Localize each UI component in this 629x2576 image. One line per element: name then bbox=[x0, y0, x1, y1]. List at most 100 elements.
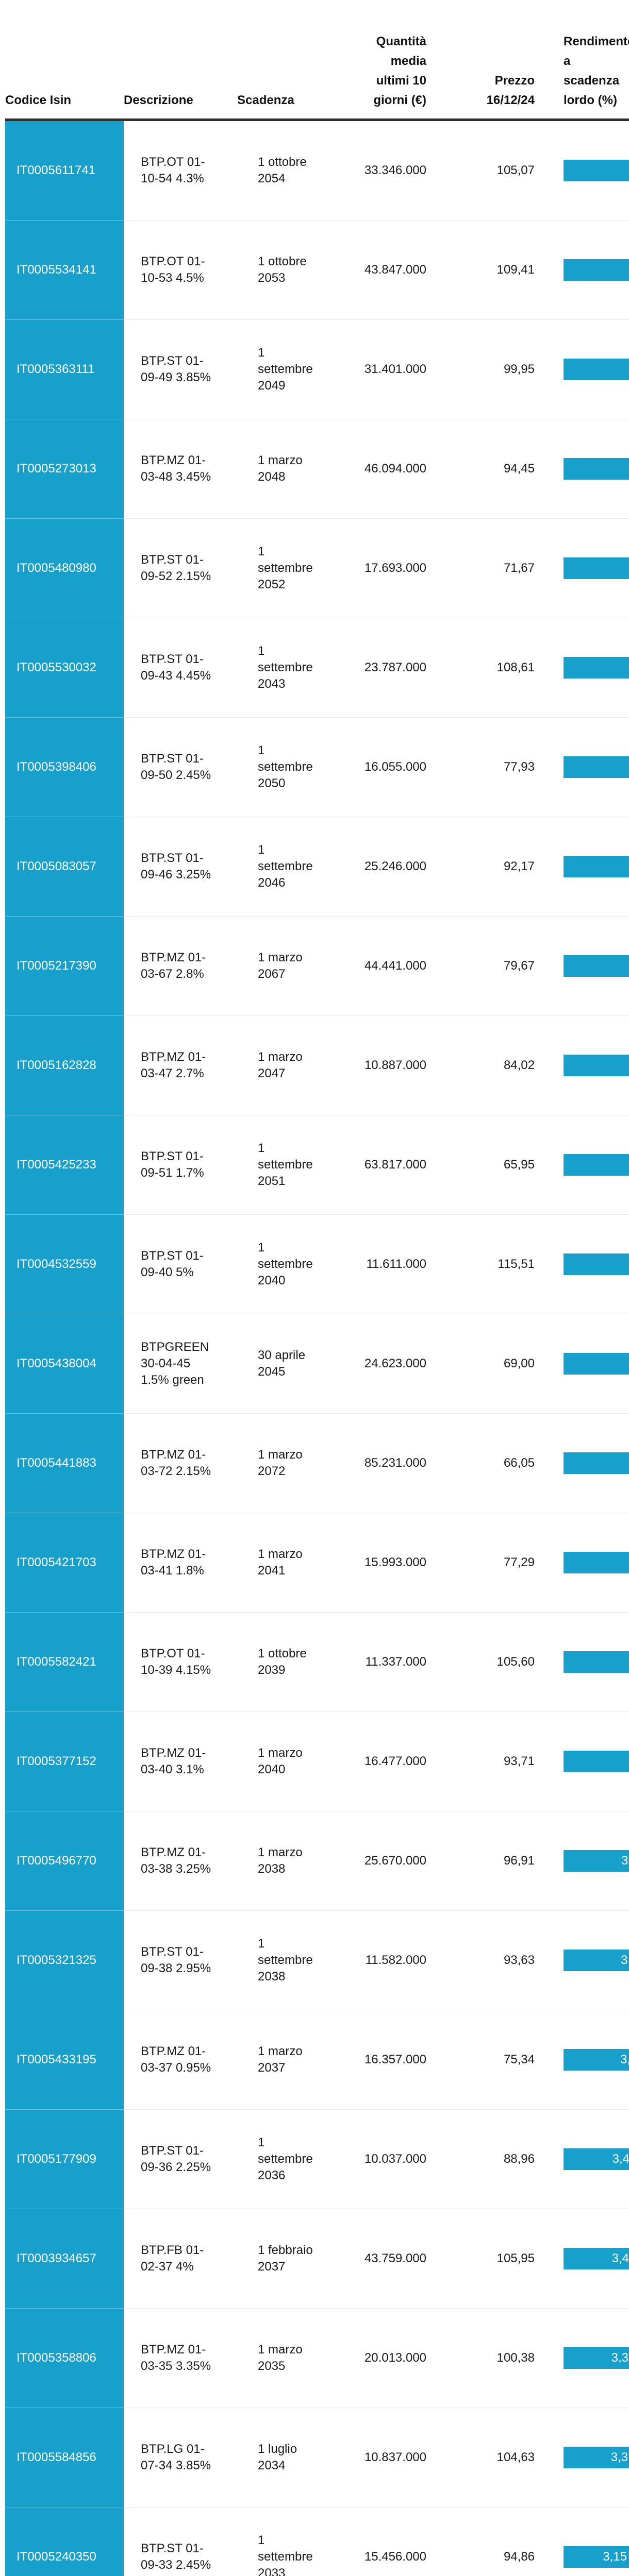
description-cell: BTP.ST 01- 09-52 2.15% bbox=[124, 518, 237, 618]
isin-cell: IT0005530032 bbox=[5, 618, 124, 717]
yield-value-label: 3,4 bbox=[612, 2248, 629, 2269]
quantity-cell: 24.623.000 bbox=[335, 1314, 426, 1413]
table-row: IT0004532559 BTP.ST 01- 09-40 5% 1 sette… bbox=[5, 1214, 629, 1314]
maturity-cell: 1 marzo 2038 bbox=[237, 1811, 335, 1910]
table-row: IT0005421703 BTP.MZ 01- 03-41 1.8% 1 mar… bbox=[5, 1513, 629, 1612]
description-cell: BTP.ST 01- 09-46 3.25% bbox=[124, 817, 237, 916]
description-cell: BTP.ST 01- 09-43 4.45% bbox=[124, 618, 237, 717]
quantity-cell: 11.337.000 bbox=[335, 1612, 426, 1711]
yield-bar-clip bbox=[564, 1336, 629, 1391]
maturity-cell: 1 settembre 2038 bbox=[237, 1910, 335, 2010]
yield-bar: 3,3 bbox=[564, 2347, 629, 2369]
price-cell: 94,86 bbox=[426, 2507, 535, 2576]
description-cell: BTP.FB 01- 02-37 4% bbox=[124, 2209, 237, 2308]
price-cell: 105,95 bbox=[426, 2209, 535, 2308]
yield-value-label: 3, bbox=[621, 1850, 629, 1872]
quantity-cell: 16.055.000 bbox=[335, 717, 426, 817]
yield-bar: 3, bbox=[564, 1850, 629, 1872]
description-cell: BTP.ST 01- 09-40 5% bbox=[124, 1214, 237, 1314]
header-row: Codice Isin Descrizione Scadenza Quantit… bbox=[5, 0, 629, 120]
price-cell: 115,51 bbox=[426, 1214, 535, 1314]
yield-cell: 3,15 bbox=[535, 2507, 629, 2576]
maturity-cell: 1 ottobre 2054 bbox=[237, 120, 335, 220]
yield-bar-clip: 3,4 bbox=[564, 2132, 629, 2187]
yield-cell bbox=[535, 717, 629, 817]
maturity-cell: 1 settembre 2033 bbox=[237, 2507, 335, 2576]
yield-bar-clip: 3, bbox=[564, 1834, 629, 1888]
table-row: IT0005433195 BTP.MZ 01- 03-37 0.95% 1 ma… bbox=[5, 2010, 629, 2109]
table-row: IT0005177909 BTP.ST 01- 09-36 2.25% 1 se… bbox=[5, 2109, 629, 2209]
description-cell: BTP.ST 01- 09-36 2.25% bbox=[124, 2109, 237, 2209]
yield-bar-clip bbox=[564, 939, 629, 993]
yield-bar-clip bbox=[564, 541, 629, 596]
isin-cell: IT0005240350 bbox=[5, 2507, 124, 2576]
price-cell: 104,63 bbox=[426, 2408, 535, 2507]
maturity-cell: 1 settembre 2051 bbox=[237, 1115, 335, 1214]
header-codice-isin: Codice Isin bbox=[5, 0, 124, 120]
price-cell: 94,45 bbox=[426, 419, 535, 518]
yield-bar bbox=[564, 1353, 629, 1375]
isin-cell: IT0004532559 bbox=[5, 1214, 124, 1314]
maturity-cell: 1 luglio 2034 bbox=[237, 2408, 335, 2507]
isin-cell: IT0003934657 bbox=[5, 2209, 124, 2308]
description-cell: BTP.OT 01- 10-53 4.5% bbox=[124, 220, 237, 319]
yield-cell bbox=[535, 1513, 629, 1612]
yield-bar bbox=[564, 856, 629, 877]
yield-cell bbox=[535, 419, 629, 518]
header-prezzo: Prezzo 16/12/24 bbox=[426, 0, 535, 120]
yield-bar-clip: 3,3 bbox=[564, 2430, 629, 2485]
yield-cell: 3, bbox=[535, 2010, 629, 2109]
yield-bar-clip bbox=[564, 1436, 629, 1490]
price-cell: 105,60 bbox=[426, 1612, 535, 1711]
yield-cell bbox=[535, 1015, 629, 1115]
table-row: IT0005582421 BTP.OT 01- 10-39 4.15% 1 ot… bbox=[5, 1612, 629, 1711]
yield-bar: 3, bbox=[564, 2049, 629, 2071]
isin-cell: IT0005438004 bbox=[5, 1314, 124, 1413]
isin-cell: IT0005582421 bbox=[5, 1612, 124, 1711]
yield-bar-clip bbox=[564, 740, 629, 794]
table-row: IT0005217390 BTP.MZ 01- 03-67 2.8% 1 mar… bbox=[5, 916, 629, 1015]
yield-bar-clip: 3,3 bbox=[564, 2331, 629, 2385]
yield-value-label: 3,4 bbox=[613, 2148, 629, 2170]
yield-bar bbox=[564, 657, 629, 679]
isin-cell: IT0005358806 bbox=[5, 2308, 124, 2408]
yield-cell: 3,3 bbox=[535, 2308, 629, 2408]
description-cell: BTP.MZ 01- 03-40 3.1% bbox=[124, 1711, 237, 1811]
yield-bar-clip bbox=[564, 442, 629, 496]
yield-bar bbox=[564, 1751, 629, 1772]
yield-cell bbox=[535, 1115, 629, 1214]
description-cell: BTP.MZ 01- 03-37 0.95% bbox=[124, 2010, 237, 2109]
yield-cell: 3,4 bbox=[535, 2109, 629, 2209]
isin-cell: IT0005321325 bbox=[5, 1910, 124, 2010]
yield-cell bbox=[535, 220, 629, 319]
maturity-cell: 1 febbraio 2037 bbox=[237, 2209, 335, 2308]
price-cell: 93,71 bbox=[426, 1711, 535, 1811]
table-row: IT0005162828 BTP.MZ 01- 03-47 2.7% 1 mar… bbox=[5, 1015, 629, 1115]
yield-bar bbox=[564, 359, 629, 380]
quantity-cell: 17.693.000 bbox=[335, 518, 426, 618]
price-cell: 66,05 bbox=[426, 1413, 535, 1513]
isin-cell: IT0005083057 bbox=[5, 817, 124, 916]
quantity-cell: 25.246.000 bbox=[335, 817, 426, 916]
isin-cell: IT0005433195 bbox=[5, 2010, 124, 2109]
quantity-cell: 46.094.000 bbox=[335, 419, 426, 518]
quantity-cell: 16.477.000 bbox=[335, 1711, 426, 1811]
yield-value-label: 3, bbox=[620, 2049, 629, 2071]
description-cell: BTP.MZ 01- 03-72 2.15% bbox=[124, 1413, 237, 1513]
quantity-cell: 33.346.000 bbox=[335, 120, 426, 220]
table-row: IT0005438004 BTPGREEN 30-04-45 1.5% gree… bbox=[5, 1314, 629, 1413]
isin-cell: IT0005421703 bbox=[5, 1513, 124, 1612]
isin-cell: IT0005496770 bbox=[5, 1811, 124, 1910]
yield-bar: 3,3 bbox=[564, 2447, 629, 2468]
price-cell: 109,41 bbox=[426, 220, 535, 319]
maturity-cell: 1 settembre 2036 bbox=[237, 2109, 335, 2209]
quantity-cell: 15.993.000 bbox=[335, 1513, 426, 1612]
table-row: IT0005534141 BTP.OT 01- 10-53 4.5% 1 ott… bbox=[5, 220, 629, 319]
yield-bar-clip bbox=[564, 1535, 629, 1590]
isin-cell: IT0005177909 bbox=[5, 2109, 124, 2209]
price-cell: 75,34 bbox=[426, 2010, 535, 2109]
yield-bar bbox=[564, 1651, 629, 1673]
yield-bar bbox=[564, 160, 629, 181]
yield-bar bbox=[564, 1055, 629, 1076]
maturity-cell: 1 marzo 2072 bbox=[237, 1413, 335, 1513]
